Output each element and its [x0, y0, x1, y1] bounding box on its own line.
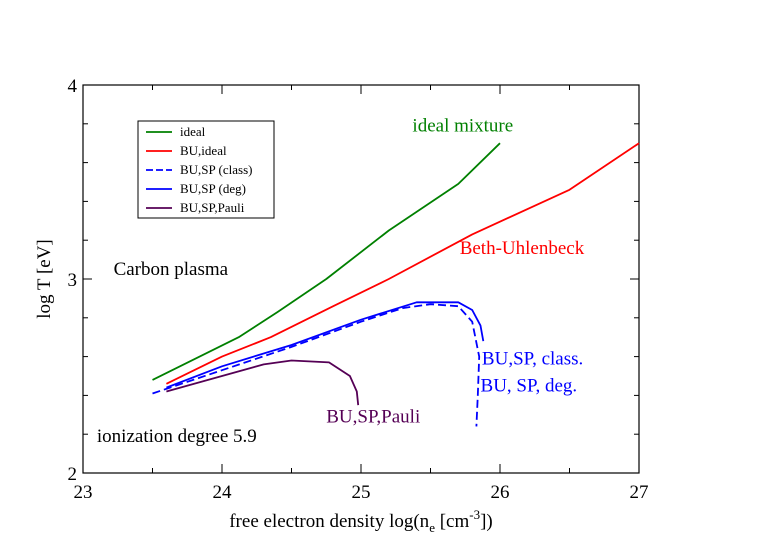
annotation-label: BU,SP, class. [482, 348, 583, 369]
legend-label: BU,SP (deg) [180, 181, 246, 196]
series-line-bu-sp-deg [166, 301, 485, 389]
annotation-label: Beth-Uhlenbeck [460, 238, 585, 259]
x-axis-label-sub: e [429, 520, 435, 535]
axis-ticks [82, 84, 640, 474]
x-axis-label-unit: [cm [435, 511, 470, 532]
series-line-bu-sp-pauli [166, 359, 360, 406]
annotation-label: BU, SP, deg. [481, 376, 578, 397]
x-tick-label: 24 [213, 482, 233, 503]
x-axis-label-sup: -3 [469, 507, 480, 522]
x-axis-label: free electron density log(ne [cm-3]) [229, 507, 493, 535]
x-tick-label: 27 [630, 482, 649, 503]
y-tick-label: 3 [68, 270, 78, 291]
x-tick-label: 26 [491, 482, 510, 503]
annotation-label: ionization degree 5.9 [97, 426, 257, 447]
x-tick-label: 25 [352, 482, 371, 503]
legend-label: ideal [180, 124, 206, 139]
series-lines [152, 142, 640, 427]
x-tick-label: 23 [74, 482, 93, 503]
x-axis-label-main: free electron density log(n [229, 511, 429, 532]
x-axis-label-end: ]) [480, 511, 493, 532]
y-axis-label: log T [eV] [34, 239, 55, 319]
y-tick-label: 4 [68, 76, 78, 97]
legend-label: BU,SP (class) [180, 162, 252, 177]
series-line-ideal [152, 142, 501, 381]
legend-label: BU,SP,Pauli [180, 200, 245, 215]
legend-label: BU,ideal [180, 143, 227, 158]
annotation-label: ideal mixture [412, 116, 513, 137]
annotations: ideal mixture Beth-Uhlenbeck Carbon plasma… [97, 116, 585, 447]
annotation-label: BU,SP,Pauli [326, 407, 420, 428]
y-tick-label: 2 [68, 464, 78, 485]
series-line-bu-ideal [166, 142, 640, 385]
annotation-label: Carbon plasma [114, 259, 229, 280]
legend: ideal BU,ideal BU,SP (class) BU,SP (deg) BU,… [137, 120, 275, 219]
series-line-bu-sp-class [152, 303, 481, 427]
